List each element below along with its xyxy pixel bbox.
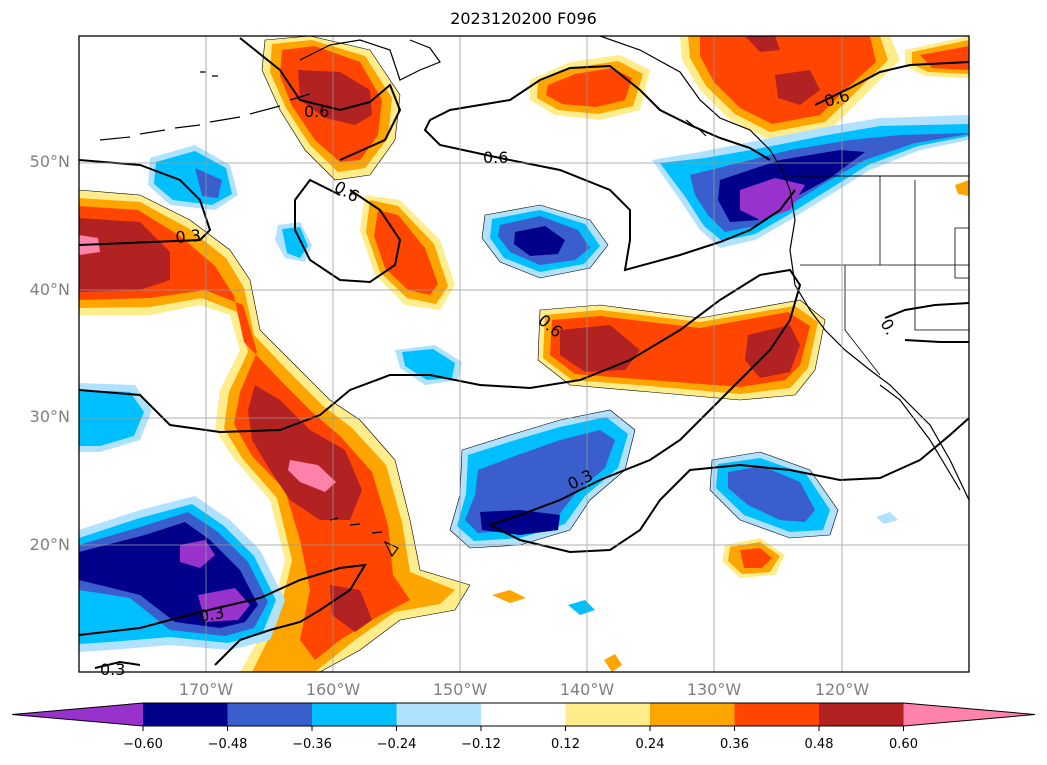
lon-label: 140°W: [559, 680, 615, 699]
colorbar-segment: [312, 703, 397, 726]
colorbar-tick-label: 0.48: [804, 737, 834, 752]
colorbar-tick-label: −0.12: [461, 737, 501, 752]
colorbar-tick-label: 0.60: [889, 737, 918, 752]
cold-blob-southwest: [79, 496, 285, 652]
lon-label: 150°W: [432, 680, 488, 699]
colorbar-tick-label: 0.12: [551, 737, 580, 752]
colorbar-ticks: [142, 726, 904, 731]
colorbar-segments: [11, 702, 1036, 727]
map-canvas: 0.6 0.6 0.6 0.6 0.3 0.6 0.3 0.3 0.3 0.: [78, 35, 970, 679]
gridlines: [79, 36, 969, 672]
colorbar-extend-high: [903, 703, 1035, 726]
contour-label: 0.3: [197, 603, 225, 626]
cold-blob-central: [450, 410, 635, 548]
colorbar-segment: [734, 703, 820, 726]
lat-label: 40°N: [29, 280, 70, 299]
contour-label: 0.3: [175, 226, 202, 247]
lon-label: 130°W: [686, 680, 742, 699]
warm-band-east: [538, 300, 825, 400]
colorbar-tick-label: 0.36: [720, 737, 749, 752]
colorbar-tick-label: −0.48: [207, 737, 248, 752]
colorbar-segment: [481, 703, 566, 726]
lat-label: 30°N: [29, 407, 70, 426]
colorbar-tick-label: −0.60: [123, 737, 163, 752]
cold-band-northeast: [652, 115, 969, 248]
lon-label: 170°W: [178, 680, 234, 699]
coastlines: [99, 36, 969, 558]
colorbar-extend-low: [12, 703, 143, 726]
thin-outline-contours: [79, 36, 839, 672]
lat-label: 50°N: [29, 152, 70, 171]
colorbar-tick-label: −0.24: [376, 737, 417, 752]
colorbar-outline: [11, 702, 1036, 727]
contour-label: 0.3: [100, 660, 125, 679]
lon-label: 120°W: [814, 680, 870, 699]
contour-label: 0.6: [304, 102, 329, 121]
contour-label: 0.: [877, 316, 901, 339]
lat-label: 20°N: [29, 535, 70, 554]
map-title: 2023120200 F096: [450, 9, 597, 28]
lon-label: 160°W: [305, 680, 361, 699]
colorbar-segment: [819, 703, 904, 726]
bold-contours: [79, 37, 969, 669]
colorbar-segment: [396, 703, 482, 726]
contour-label: 0.6: [331, 177, 363, 206]
colorbar-segment: [650, 703, 735, 726]
plot-frame: [78, 35, 970, 673]
warm-blob-north: [262, 36, 400, 180]
colorbar-segment: [227, 703, 313, 726]
colorbar-segment: [143, 703, 228, 726]
contour-label: 0.6: [483, 148, 508, 167]
colorbar-segment: [565, 703, 651, 726]
colorbar-tick-label: 0.24: [635, 737, 665, 752]
field-layer: [79, 36, 969, 672]
colorbar-tick-label: −0.36: [292, 737, 332, 752]
